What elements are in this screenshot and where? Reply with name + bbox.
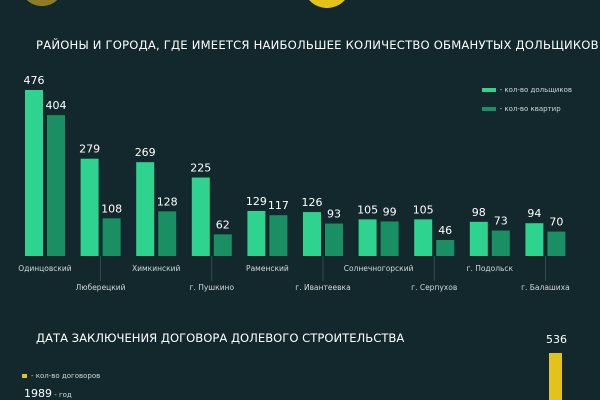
section2-title: ДАТА ЗАКЛЮЧЕНИЯ ДОГОВОРА ДОЛЕВОГО СТРОИТ… (36, 331, 405, 345)
bar-1-9 (547, 231, 566, 256)
legend-swatch-kvartiry (481, 107, 496, 111)
bar-0-0 (25, 90, 43, 256)
category-label-5: г. Ивантеевка (295, 283, 350, 292)
bar-1-4 (269, 215, 288, 256)
section2-legend: - кол-во договоров (22, 372, 100, 380)
data-label-1-9: 70 (549, 216, 563, 229)
section2-value: 536 (546, 333, 567, 346)
data-label-0-1: 279 (79, 143, 100, 156)
bar-0-9 (525, 223, 544, 256)
data-label-1-3: 62 (216, 218, 230, 231)
bar-0-8 (469, 221, 488, 256)
category-label-4: Раменский (246, 264, 289, 273)
data-label-1-1: 108 (101, 202, 122, 215)
chart-title: РАЙОНЫ И ГОРОДА, ГДЕ ИМЕЕТСЯ НАИБОЛЬШЕЕ … (36, 38, 599, 52)
category-label-8: г. Подольск (467, 264, 514, 273)
data-label-1-2: 128 (157, 195, 178, 208)
category-label-3: г. Пушкино (190, 283, 235, 292)
category-label-1: Люберецкий (76, 283, 126, 292)
category-label-2: Химкинский (132, 264, 181, 273)
bar-0-1 (80, 158, 99, 256)
category-label-7: г. Серпухов (411, 283, 457, 292)
bar-1-2 (158, 211, 177, 256)
section2-bar (549, 353, 562, 400)
section2-legend-label: - кол-во договоров (31, 372, 101, 380)
chart-legend: - кол-во дольщиков - кол-во квартир (481, 82, 572, 120)
data-label-1-7: 46 (438, 224, 452, 237)
bar-0-5 (303, 212, 321, 256)
data-label-0-5: 126 (302, 196, 323, 209)
data-label-0-4: 129 (246, 195, 267, 208)
data-label-0-2: 269 (135, 146, 156, 159)
bar-1-8 (491, 230, 510, 256)
section2-legend-swatch (22, 374, 27, 378)
bar-0-4 (247, 211, 266, 256)
bar-1-6 (380, 221, 399, 256)
legend-item-kvartiry: - кол-во квартир (481, 101, 572, 117)
bar-0-3 (191, 177, 210, 256)
data-label-1-4: 117 (268, 199, 289, 212)
legend-label-kvartiry: - кол-во квартир (499, 105, 561, 113)
data-label-0-0: 476 (24, 74, 45, 87)
data-label-0-9: 94 (527, 207, 541, 220)
bar-1-1 (102, 218, 121, 256)
legend-item-dolshchiki: - кол-во дольщиков (481, 82, 572, 98)
category-label-9: г. Балашиха (521, 283, 570, 292)
bar-0-6 (358, 219, 377, 256)
category-label-0: Одинцовский (18, 264, 72, 273)
data-label-1-5: 93 (327, 208, 341, 221)
data-label-1-6: 99 (383, 205, 397, 218)
coin-decoration-center (303, 0, 351, 8)
legend-label-dolshchiki: - кол-во дольщиков (499, 86, 572, 94)
section2-year: 1989 - год (24, 387, 72, 400)
data-label-0-6: 105 (357, 203, 378, 216)
bar-1-0 (47, 115, 65, 256)
section2-year-value: 1989 (24, 387, 52, 400)
bar-1-7 (436, 239, 455, 256)
data-label-1-0: 404 (46, 99, 67, 112)
section2-year-suffix: - год (52, 391, 72, 399)
legend-swatch-dolshchiki (481, 88, 496, 92)
data-label-0-3: 225 (190, 162, 211, 175)
category-label-6: Солнечногорский (344, 264, 414, 273)
data-label-1-8: 73 (494, 215, 508, 228)
bar-0-7 (414, 219, 433, 256)
data-label-0-7: 105 (413, 203, 434, 216)
data-label-0-8: 98 (472, 206, 486, 219)
bar-1-5 (325, 223, 343, 256)
bar-0-2 (136, 162, 155, 256)
coin-decoration-left (20, 0, 64, 6)
bar-1-3 (213, 234, 232, 256)
